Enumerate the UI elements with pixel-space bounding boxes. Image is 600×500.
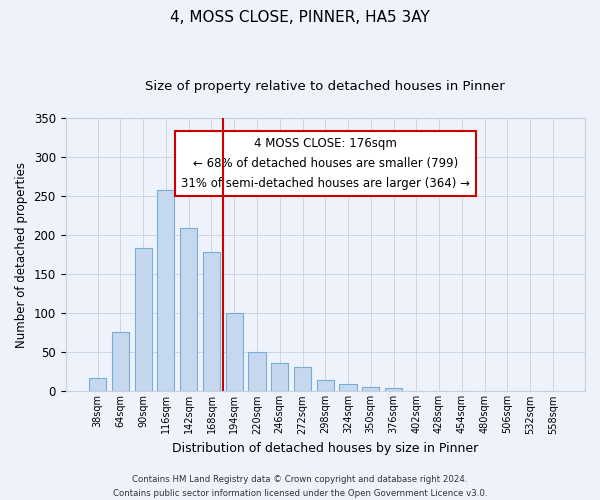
Bar xyxy=(271,363,288,392)
Bar xyxy=(89,378,106,392)
Title: Size of property relative to detached houses in Pinner: Size of property relative to detached ho… xyxy=(145,80,505,93)
Bar xyxy=(248,352,266,392)
Bar xyxy=(134,248,152,392)
Text: Contains HM Land Registry data © Crown copyright and database right 2024.
Contai: Contains HM Land Registry data © Crown c… xyxy=(113,476,487,498)
Bar xyxy=(157,190,175,392)
X-axis label: Distribution of detached houses by size in Pinner: Distribution of detached houses by size … xyxy=(172,442,478,455)
Bar xyxy=(203,252,220,392)
Bar xyxy=(544,390,562,392)
Text: 4 MOSS CLOSE: 176sqm
← 68% of detached houses are smaller (799)
31% of semi-deta: 4 MOSS CLOSE: 176sqm ← 68% of detached h… xyxy=(181,137,470,190)
Bar xyxy=(340,384,356,392)
Bar xyxy=(180,228,197,392)
Bar xyxy=(408,390,425,392)
Text: 4, MOSS CLOSE, PINNER, HA5 3AY: 4, MOSS CLOSE, PINNER, HA5 3AY xyxy=(170,10,430,25)
Bar xyxy=(431,390,448,392)
Bar xyxy=(362,388,379,392)
Bar xyxy=(294,367,311,392)
Bar xyxy=(226,313,243,392)
Y-axis label: Number of detached properties: Number of detached properties xyxy=(15,162,28,348)
Bar xyxy=(112,332,129,392)
Bar xyxy=(385,388,402,392)
Bar xyxy=(499,390,516,392)
Bar xyxy=(317,380,334,392)
